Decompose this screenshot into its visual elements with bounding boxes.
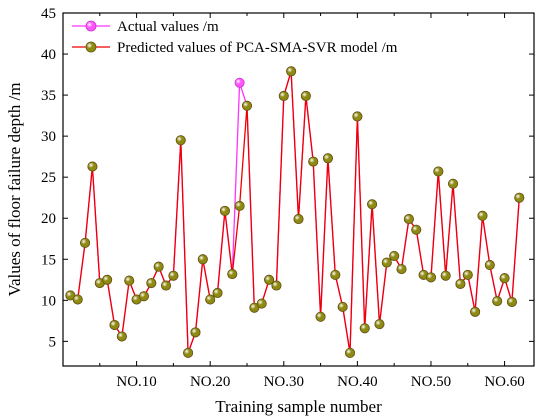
data-point (440, 270, 451, 281)
data-point (278, 90, 289, 101)
data-point (205, 294, 216, 305)
y-axis-label: Values of floor failure depth /m (5, 83, 24, 297)
x-tick-label: NO.10 (116, 374, 156, 390)
y-tick-label: 15 (41, 252, 56, 268)
data-point (109, 319, 120, 330)
x-tick-label: NO.40 (337, 374, 377, 390)
data-point (448, 178, 459, 189)
data-point (116, 331, 127, 342)
data-point (374, 319, 385, 330)
data-point (499, 273, 510, 284)
data-point (492, 296, 503, 307)
x-axis-label: Training sample number (215, 397, 382, 416)
legend-entry: Predicted values of PCA-SMA-SVR model /m (117, 40, 398, 56)
data-point (241, 100, 252, 111)
series-line (70, 71, 520, 354)
data-point (425, 272, 436, 283)
data-point (403, 214, 414, 225)
y-tick-label: 40 (41, 47, 56, 63)
series-line (70, 71, 520, 354)
data-point (367, 199, 378, 210)
data-point (234, 200, 245, 211)
data-point (227, 269, 238, 280)
data-point (308, 156, 319, 167)
data-point (359, 323, 370, 334)
data-point (506, 296, 517, 307)
data-point (197, 254, 208, 265)
data-point (212, 287, 223, 298)
data-point (462, 269, 473, 280)
data-point (87, 161, 98, 172)
data-point (293, 214, 304, 225)
y-tick-label: 45 (41, 6, 56, 22)
data-point (190, 327, 201, 338)
data-point (345, 347, 356, 358)
data-point (102, 274, 113, 285)
legend-entry: Actual values /m (117, 19, 219, 35)
x-tick-label: NO.30 (264, 374, 304, 390)
x-tick-label: NO.20 (190, 374, 230, 390)
legend: Actual values /m Predicted values of PCA-… (72, 19, 398, 56)
plot-frame (62, 12, 535, 367)
data-point (183, 347, 194, 358)
x-axis: NO.10 NO.20 NO.30 NO.40 NO.50 NO.60 (99, 13, 525, 390)
data-point (389, 250, 400, 261)
data-point (219, 205, 230, 216)
data-point (124, 275, 135, 286)
data-point (138, 291, 149, 302)
data-point (300, 90, 311, 101)
data-point (72, 294, 83, 305)
data-point (256, 298, 267, 309)
data-point (484, 260, 495, 271)
legend-swatch-marker (85, 20, 97, 32)
data-point (470, 306, 481, 317)
data-point (161, 280, 172, 291)
y-tick-label: 20 (41, 211, 56, 227)
series-layer (65, 66, 525, 358)
data-point (153, 261, 164, 272)
data-point (168, 270, 179, 281)
y-tick-label: 5 (49, 334, 57, 350)
x-tick-label: NO.60 (484, 374, 524, 390)
data-point (315, 311, 326, 322)
data-point (411, 224, 422, 235)
data-point (322, 153, 333, 164)
data-point (175, 135, 186, 146)
data-point (286, 66, 297, 77)
data-point (352, 111, 363, 122)
y-tick-label: 35 (41, 88, 56, 104)
data-point (396, 264, 407, 275)
data-point (234, 77, 245, 88)
data-point (80, 237, 91, 248)
data-point (455, 278, 466, 289)
data-point (330, 269, 341, 280)
data-point (146, 278, 157, 289)
y-tick-label: 30 (41, 129, 56, 145)
data-point (477, 210, 488, 221)
y-tick-label: 25 (41, 170, 56, 186)
y-tick-label: 10 (41, 293, 56, 309)
series-predicted (65, 66, 525, 358)
data-point (514, 192, 525, 203)
data-point (381, 257, 392, 268)
x-tick-label: NO.50 (411, 374, 451, 390)
data-point (433, 166, 444, 177)
y-axis: 5 10 15 20 25 30 35 40 45 (41, 6, 534, 350)
data-point (271, 280, 282, 291)
legend-swatch-marker (85, 41, 97, 53)
data-point (337, 301, 348, 312)
data-point (264, 274, 275, 285)
